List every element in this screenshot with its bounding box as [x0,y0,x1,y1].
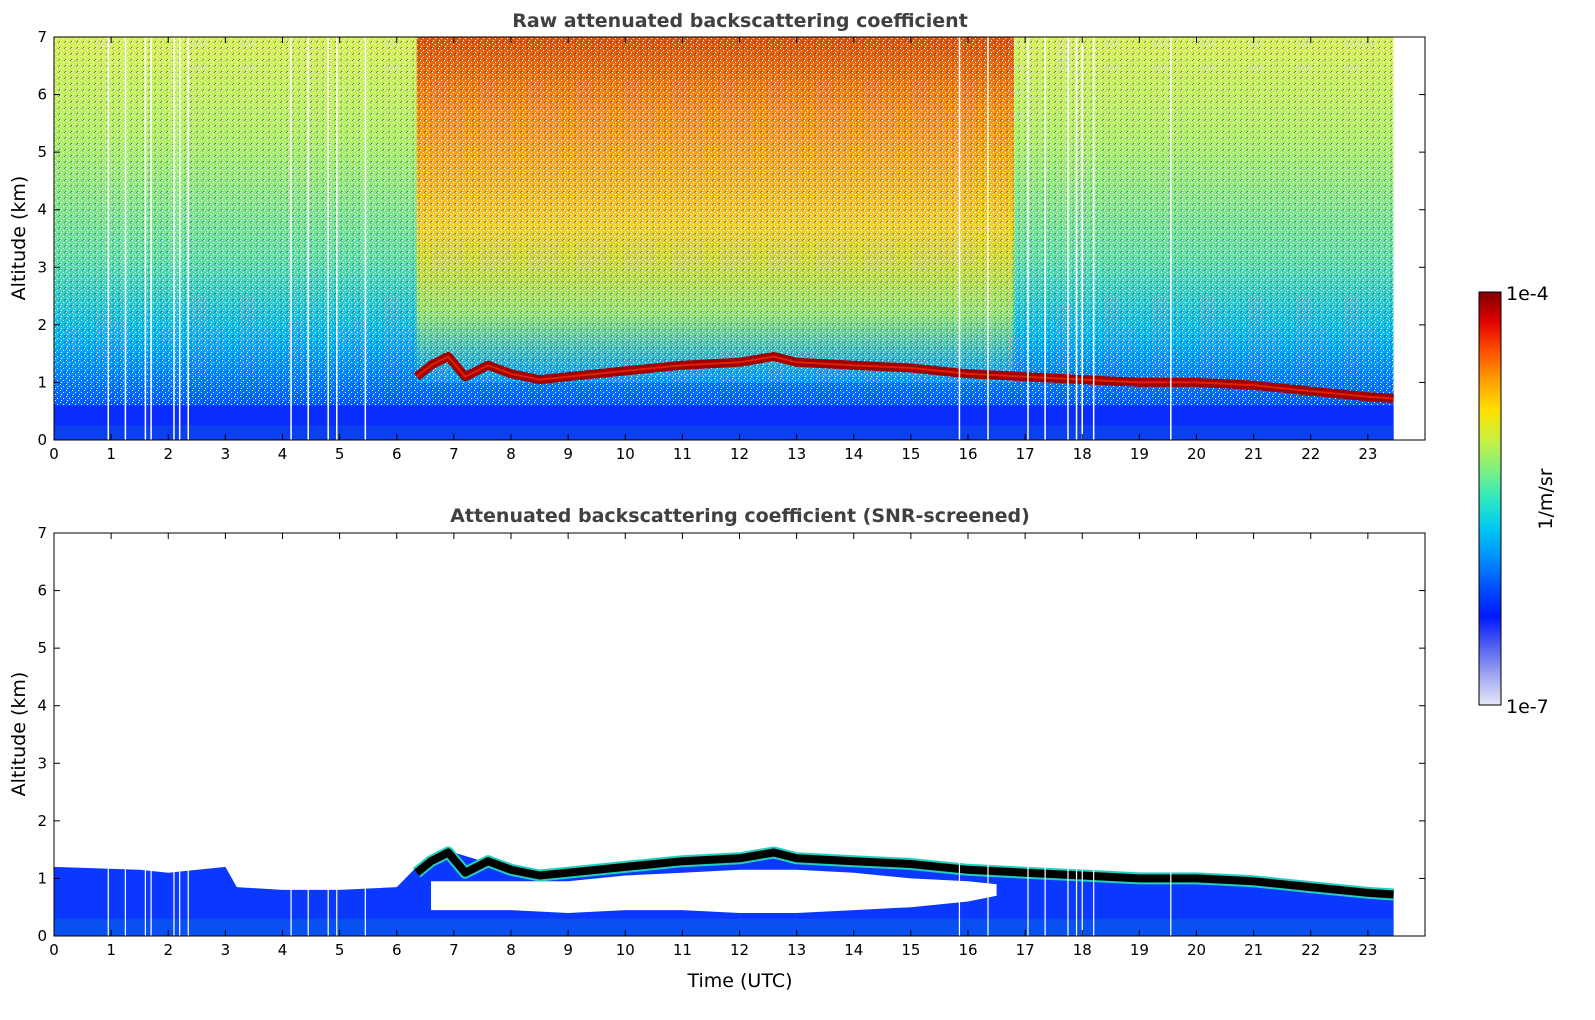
x-tick-label: 22 [1301,941,1320,959]
x-tick-label: 20 [1187,445,1206,463]
x-tick-label: 16 [958,445,977,463]
panel2-x-axis: 0 1 2 3 4 5 6 7 8 9 10 11 12 13 14 15 16 17 18 19 20 21 22 23 [49,533,1377,959]
x-tick-label: 16 [958,941,977,959]
y-tick-label: 4 [37,201,47,219]
y-tick-label: 1 [37,373,47,391]
x-tick-label: 9 [563,941,573,959]
x-tick-label: 13 [787,941,806,959]
panel1-y-label: Altitude (km) [8,176,30,301]
panel1-x-axis: 0 1 2 3 4 5 6 7 8 9 10 11 12 13 14 15 16 17 18 19 20 21 22 23 [49,37,1377,463]
x-tick-label: 4 [278,445,288,463]
panel1-y-axis: 0 1 2 3 4 5 6 7 [37,28,1425,449]
y-tick-label: 5 [37,639,47,657]
x-tick-label: 10 [616,941,635,959]
x-tick-label: 21 [1244,941,1263,959]
x-tick-label: 12 [730,445,749,463]
x-tick-label: 13 [787,445,806,463]
x-tick-label: 17 [1016,445,1035,463]
x-tick-label: 7 [449,445,459,463]
panel2-x-label: Time (UTC) [686,970,792,992]
x-tick-label: 1 [106,445,116,463]
x-tick-label: 3 [221,445,231,463]
panel1-heatmap [54,37,1394,440]
x-tick-label: 9 [563,445,573,463]
y-tick-label: 0 [37,431,47,449]
x-tick-label: 5 [335,941,345,959]
x-tick-label: 6 [392,941,402,959]
raw-backscatter-panel: Raw attenuated backscattering coefficien… [8,10,1426,463]
x-tick-label: 10 [616,445,635,463]
y-tick-label: 1 [37,869,47,887]
colorbar-min-label: 1e-7 [1506,696,1549,718]
x-tick-label: 22 [1301,445,1320,463]
x-tick-label: 11 [673,941,692,959]
y-tick-label: 6 [37,582,47,600]
screened-clear-gap [431,869,997,913]
x-tick-label: 8 [506,941,516,959]
y-tick-label: 7 [37,524,47,542]
panel1-title: Raw attenuated backscattering coefficien… [512,10,968,32]
panel2-y-axis: 0 1 2 3 4 5 6 7 [37,524,1425,945]
x-tick-label: 0 [49,445,59,463]
y-tick-label: 6 [37,86,47,104]
colorbar-unit-label: 1/m/sr [1535,468,1557,529]
near-surface-layer [54,918,1394,936]
colorbar-max-label: 1e-4 [1506,283,1549,305]
y-tick-label: 4 [37,697,47,715]
x-tick-label: 11 [673,445,692,463]
x-tick-label: 3 [221,941,231,959]
y-tick-label: 5 [37,143,47,161]
layer-top-highlight [416,355,1394,400]
x-tick-label: 18 [1073,445,1092,463]
y-tick-label: 3 [37,258,47,276]
x-tick-label: 8 [506,445,516,463]
x-tick-label: 5 [335,445,345,463]
x-tick-label: 15 [901,941,920,959]
colorbar: 1e-4 1e-7 1/m/sr [1478,283,1557,718]
x-tick-label: 14 [844,445,863,463]
y-tick-label: 3 [37,754,47,772]
x-tick-label: 1 [106,941,116,959]
x-tick-label: 12 [730,941,749,959]
y-tick-label: 7 [37,28,47,46]
colorbar-gradient [1478,291,1502,706]
layer-top-series [414,848,1394,899]
x-tick-label: 15 [901,445,920,463]
x-tick-label: 20 [1187,941,1206,959]
panel2-heatmap [54,846,1394,936]
panel2-title: Attenuated backscattering coefficient (S… [450,505,1030,527]
y-tick-label: 2 [37,316,47,334]
x-tick-label: 19 [1130,941,1149,959]
x-tick-label: 21 [1244,445,1263,463]
y-tick-label: 0 [37,927,47,945]
y-tick-label: 2 [37,812,47,830]
x-tick-label: 23 [1358,445,1377,463]
panel2-y-label: Altitude (km) [8,672,30,797]
x-tick-label: 7 [449,941,459,959]
x-tick-label: 23 [1358,941,1377,959]
x-tick-label: 19 [1130,445,1149,463]
x-tick-label: 4 [278,941,288,959]
x-tick-label: 0 [49,941,59,959]
near-surface-layer [54,425,1394,440]
x-tick-label: 2 [163,941,173,959]
x-tick-label: 14 [844,941,863,959]
x-tick-label: 18 [1073,941,1092,959]
x-tick-label: 6 [392,445,402,463]
snr-screened-panel: Attenuated backscattering coefficient (S… [8,505,1426,992]
x-tick-label: 2 [163,445,173,463]
x-tick-label: 17 [1016,941,1035,959]
